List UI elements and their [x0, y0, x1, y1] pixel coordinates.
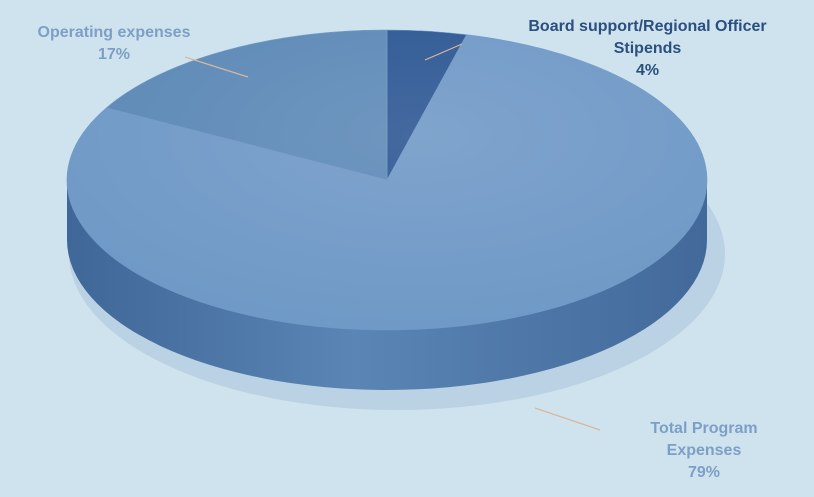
- pie-top-highlight: [67, 30, 707, 330]
- slice-percent: 4%: [635, 62, 660, 79]
- leader-operating-expenses: [184, 56, 249, 78]
- slice-label-total-program-expenses: Total Program Expenses 79%: [604, 418, 804, 484]
- pie-side-wall: [67, 180, 707, 390]
- slice-percent: 17%: [97, 46, 131, 63]
- slice-label-text: Operating expenses: [37, 24, 191, 41]
- slice-label-text: Total Program: [650, 420, 758, 437]
- slice-percent: 79%: [687, 464, 721, 481]
- leader-total-program: [534, 407, 601, 431]
- slice-label-text: Board support/Regional Officer: [528, 18, 767, 35]
- slice-label-text: Expenses: [666, 442, 742, 459]
- slice-label-operating-expenses: Operating expenses 17%: [14, 22, 214, 66]
- slice-label-board-support: Board support/Regional Officer Stipends …: [480, 16, 814, 82]
- slice-label-text: Stipends: [613, 40, 682, 57]
- leader-board-support: [424, 43, 463, 61]
